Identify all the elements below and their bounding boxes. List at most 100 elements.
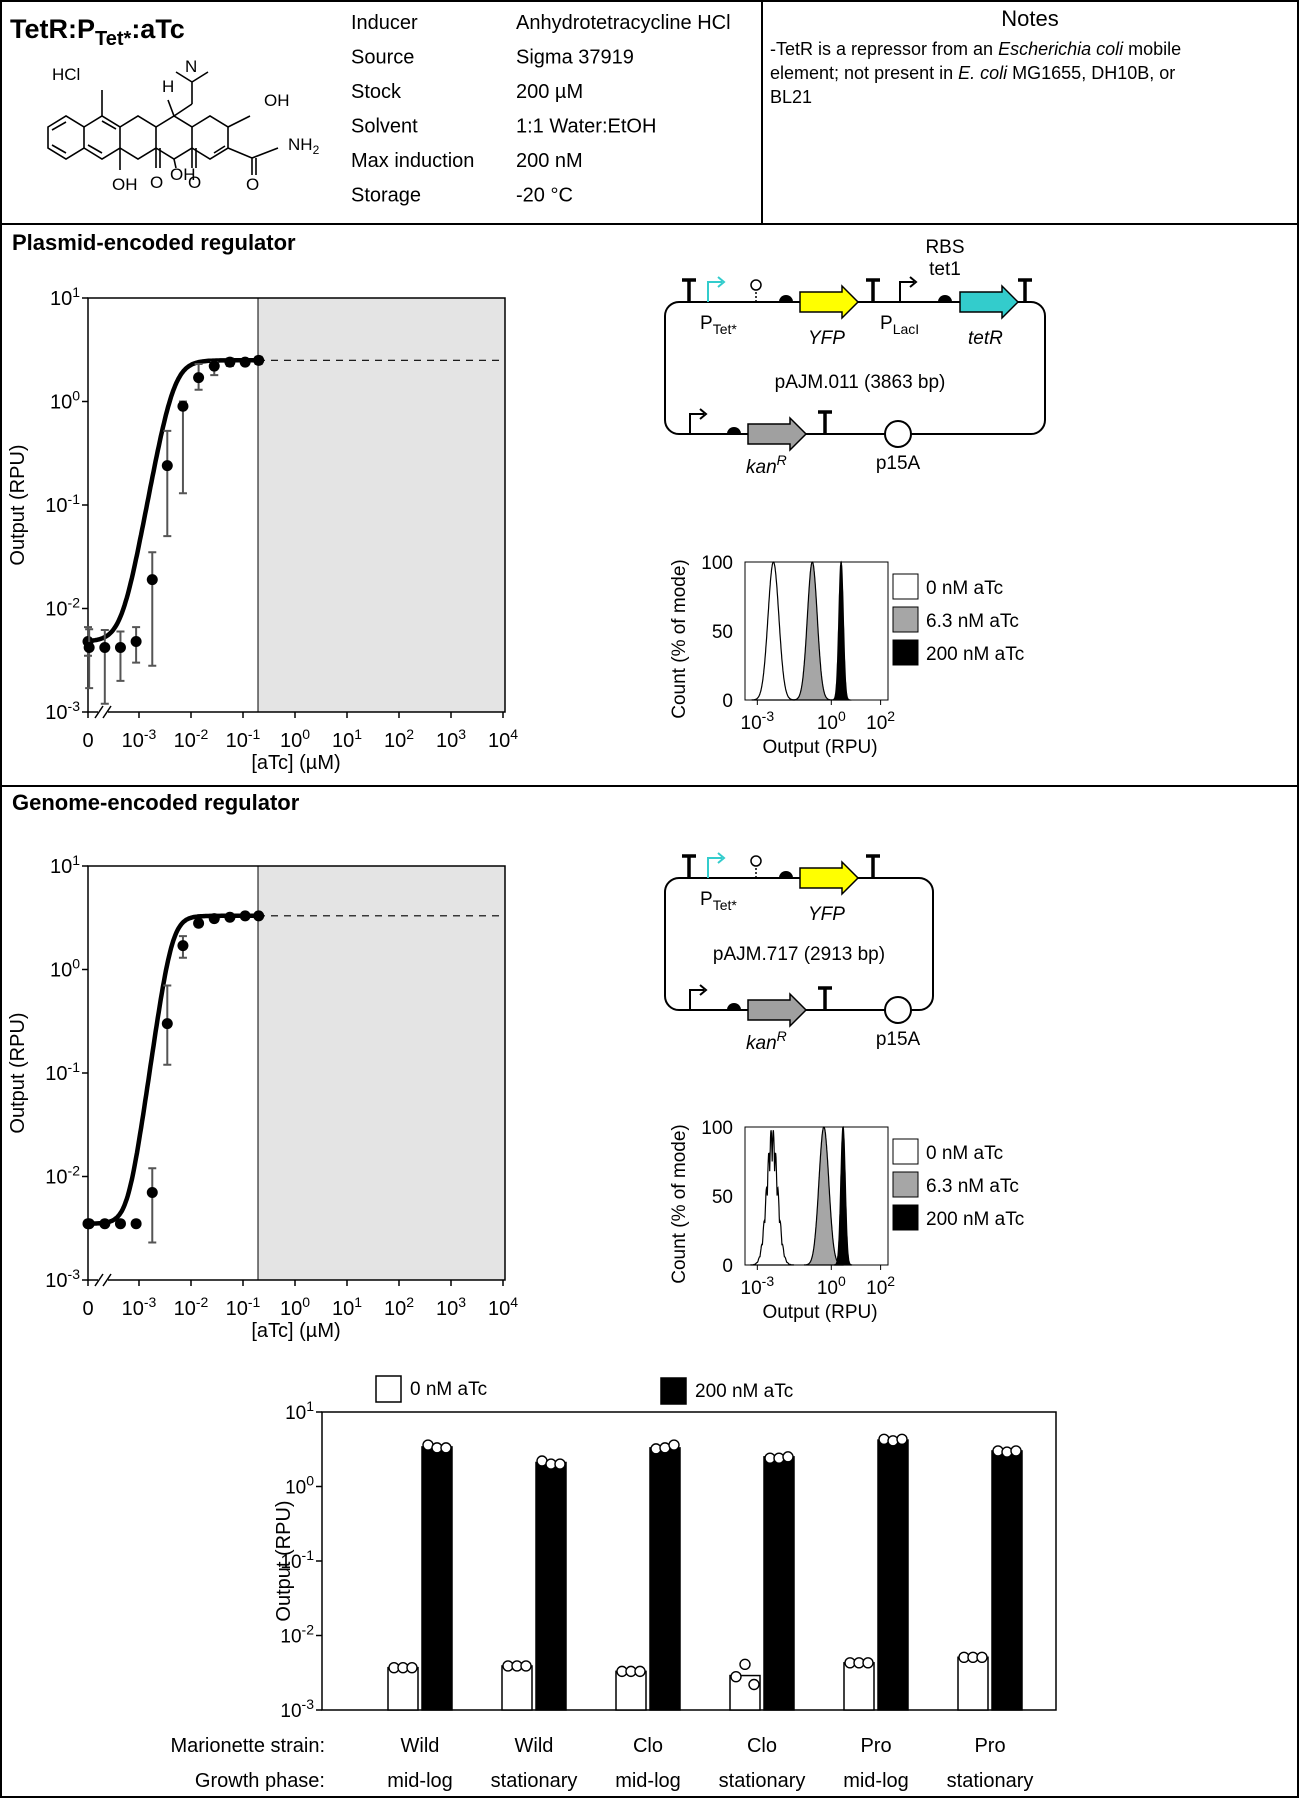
- replicate-point: [520, 1660, 532, 1672]
- y-tick-label: 10-2: [45, 1163, 80, 1189]
- y-tick-label: 0: [722, 1256, 733, 1277]
- y-tick-label: 0: [722, 691, 733, 712]
- axis-break-gap: [98, 1274, 108, 1286]
- replicate-point: [878, 1433, 890, 1446]
- table-label: Stock: [351, 81, 402, 103]
- legend-swatch: [892, 606, 919, 633]
- data-point: [83, 1218, 95, 1230]
- data-point: [146, 1187, 158, 1199]
- y-tick-label: 101: [50, 852, 80, 878]
- row-label-phase: Growth phase:: [195, 1770, 325, 1792]
- replicate-point: [634, 1665, 646, 1678]
- y-tick-label: 101: [285, 1398, 314, 1424]
- regulator-gene-label: tetR: [968, 328, 1003, 349]
- promoter-label: PTet*: [700, 313, 737, 337]
- bar: [535, 1461, 567, 1711]
- y-tick-label: 10-1: [45, 1059, 80, 1085]
- origin-label: p15A: [876, 1029, 921, 1050]
- x-tick-label: 0: [82, 1298, 93, 1320]
- rbs-name-label: tet1: [929, 259, 961, 280]
- replicate-point: [1010, 1445, 1022, 1457]
- plasmid-map-2: PTet* YFP pAJM.717 (2913 bp) kanR p15A: [664, 852, 934, 1054]
- rbs-icon: [938, 295, 952, 302]
- promoter-kan-icon: [689, 989, 704, 1010]
- legend-swatch: [892, 1138, 919, 1165]
- promoter-arrow-icon: [699, 408, 708, 420]
- terminator-icon: [866, 278, 880, 302]
- y-axis-label: Output (RPU): [7, 1012, 29, 1133]
- y-tick-label: 101: [50, 284, 80, 310]
- y-tick-label: 100: [50, 956, 80, 982]
- x-tick-label: 100: [817, 1273, 846, 1299]
- terminator-icon: [682, 854, 696, 878]
- data-point: [239, 356, 251, 368]
- replicate-point: [887, 1435, 899, 1447]
- x-tick-label: 102: [866, 1273, 895, 1299]
- row-label-strain: Marionette strain:: [170, 1735, 325, 1757]
- yfp-gene-icon: [799, 860, 860, 896]
- legend-swatch: [375, 1375, 402, 1403]
- y-tick-label: 10-3: [45, 1266, 80, 1292]
- bar: [991, 1450, 1023, 1711]
- category-phase-label: mid-log: [387, 1770, 453, 1792]
- table-label: Source: [351, 47, 414, 69]
- table-label: Max induction: [351, 150, 474, 172]
- table-value: 200 nM: [516, 150, 583, 172]
- section-title-genome: Genome-encoded regulator: [12, 790, 300, 815]
- error-bar: [100, 628, 109, 705]
- category-strain-label: Pro: [860, 1735, 891, 1757]
- promoter-arrow-icon: [717, 276, 726, 288]
- x-axis-label: Output (RPU): [762, 1302, 877, 1323]
- data-point: [161, 460, 173, 472]
- x-axis-label: Output (RPU): [762, 737, 877, 758]
- table-label: Inducer: [351, 12, 418, 34]
- x-tick-label: 101: [332, 1294, 362, 1320]
- category-strain-label: Clo: [633, 1735, 663, 1757]
- bar: [763, 1456, 795, 1711]
- error-bar: [85, 628, 94, 690]
- bar: [877, 1439, 909, 1711]
- legend-swatch: [892, 639, 919, 666]
- origin-label: p15A: [876, 453, 921, 474]
- page-title: TetR:PTet*:aTc: [10, 14, 185, 50]
- axis-break-gap: [98, 706, 108, 718]
- promoter2-label: PLacI: [880, 313, 919, 337]
- origin-icon: [884, 420, 912, 448]
- category-strain-label: Clo: [747, 1735, 777, 1757]
- x-tick-label: 0: [82, 730, 93, 752]
- axis-break-icon: [94, 1273, 112, 1287]
- data-point: [193, 917, 205, 929]
- terminator-icon: [866, 854, 880, 878]
- legend-swatch: [892, 1171, 919, 1198]
- replicate-point: [668, 1439, 680, 1451]
- atc-structure-labels: HCl H N OH OH OH O O O NH2: [52, 57, 320, 194]
- hcl-label: HCl: [52, 65, 80, 84]
- data-point: [83, 641, 95, 653]
- plot-frame: [744, 561, 889, 701]
- table-label: Storage: [351, 185, 421, 207]
- legend-label: 200 nM aTc: [926, 1209, 1024, 1230]
- reporter-label: YFP: [808, 328, 845, 349]
- replicate-point: [782, 1451, 794, 1463]
- x-tick-label: 10-3: [741, 708, 775, 734]
- y-axis-label: Count (% of mode): [669, 559, 690, 718]
- data-point: [130, 1218, 142, 1230]
- table-value: Sigma 37919: [516, 47, 634, 69]
- x-tick-label: 10-3: [122, 726, 157, 752]
- y-tick-label: 100: [701, 553, 733, 574]
- y-tick-label: 100: [285, 1473, 314, 1499]
- n-label: N: [185, 57, 197, 76]
- replicate-point: [748, 1678, 760, 1691]
- y-tick-label: 50: [712, 1187, 733, 1208]
- axis-break-icon: [94, 705, 112, 719]
- replicate-point: [440, 1442, 452, 1454]
- bar: [387, 1666, 419, 1711]
- resistance-label: kanR: [746, 1028, 787, 1054]
- plasmid-name-label: pAJM.011 (3863 bp): [775, 372, 946, 393]
- x-tick-label: 103: [436, 726, 466, 752]
- plot-frame: [744, 1126, 889, 1266]
- tetr-gene-icon: [959, 284, 1020, 320]
- notes-line-2: element; not present in E. coli MG1655, …: [770, 63, 1175, 83]
- y-tick-label: 10-2: [280, 1622, 314, 1648]
